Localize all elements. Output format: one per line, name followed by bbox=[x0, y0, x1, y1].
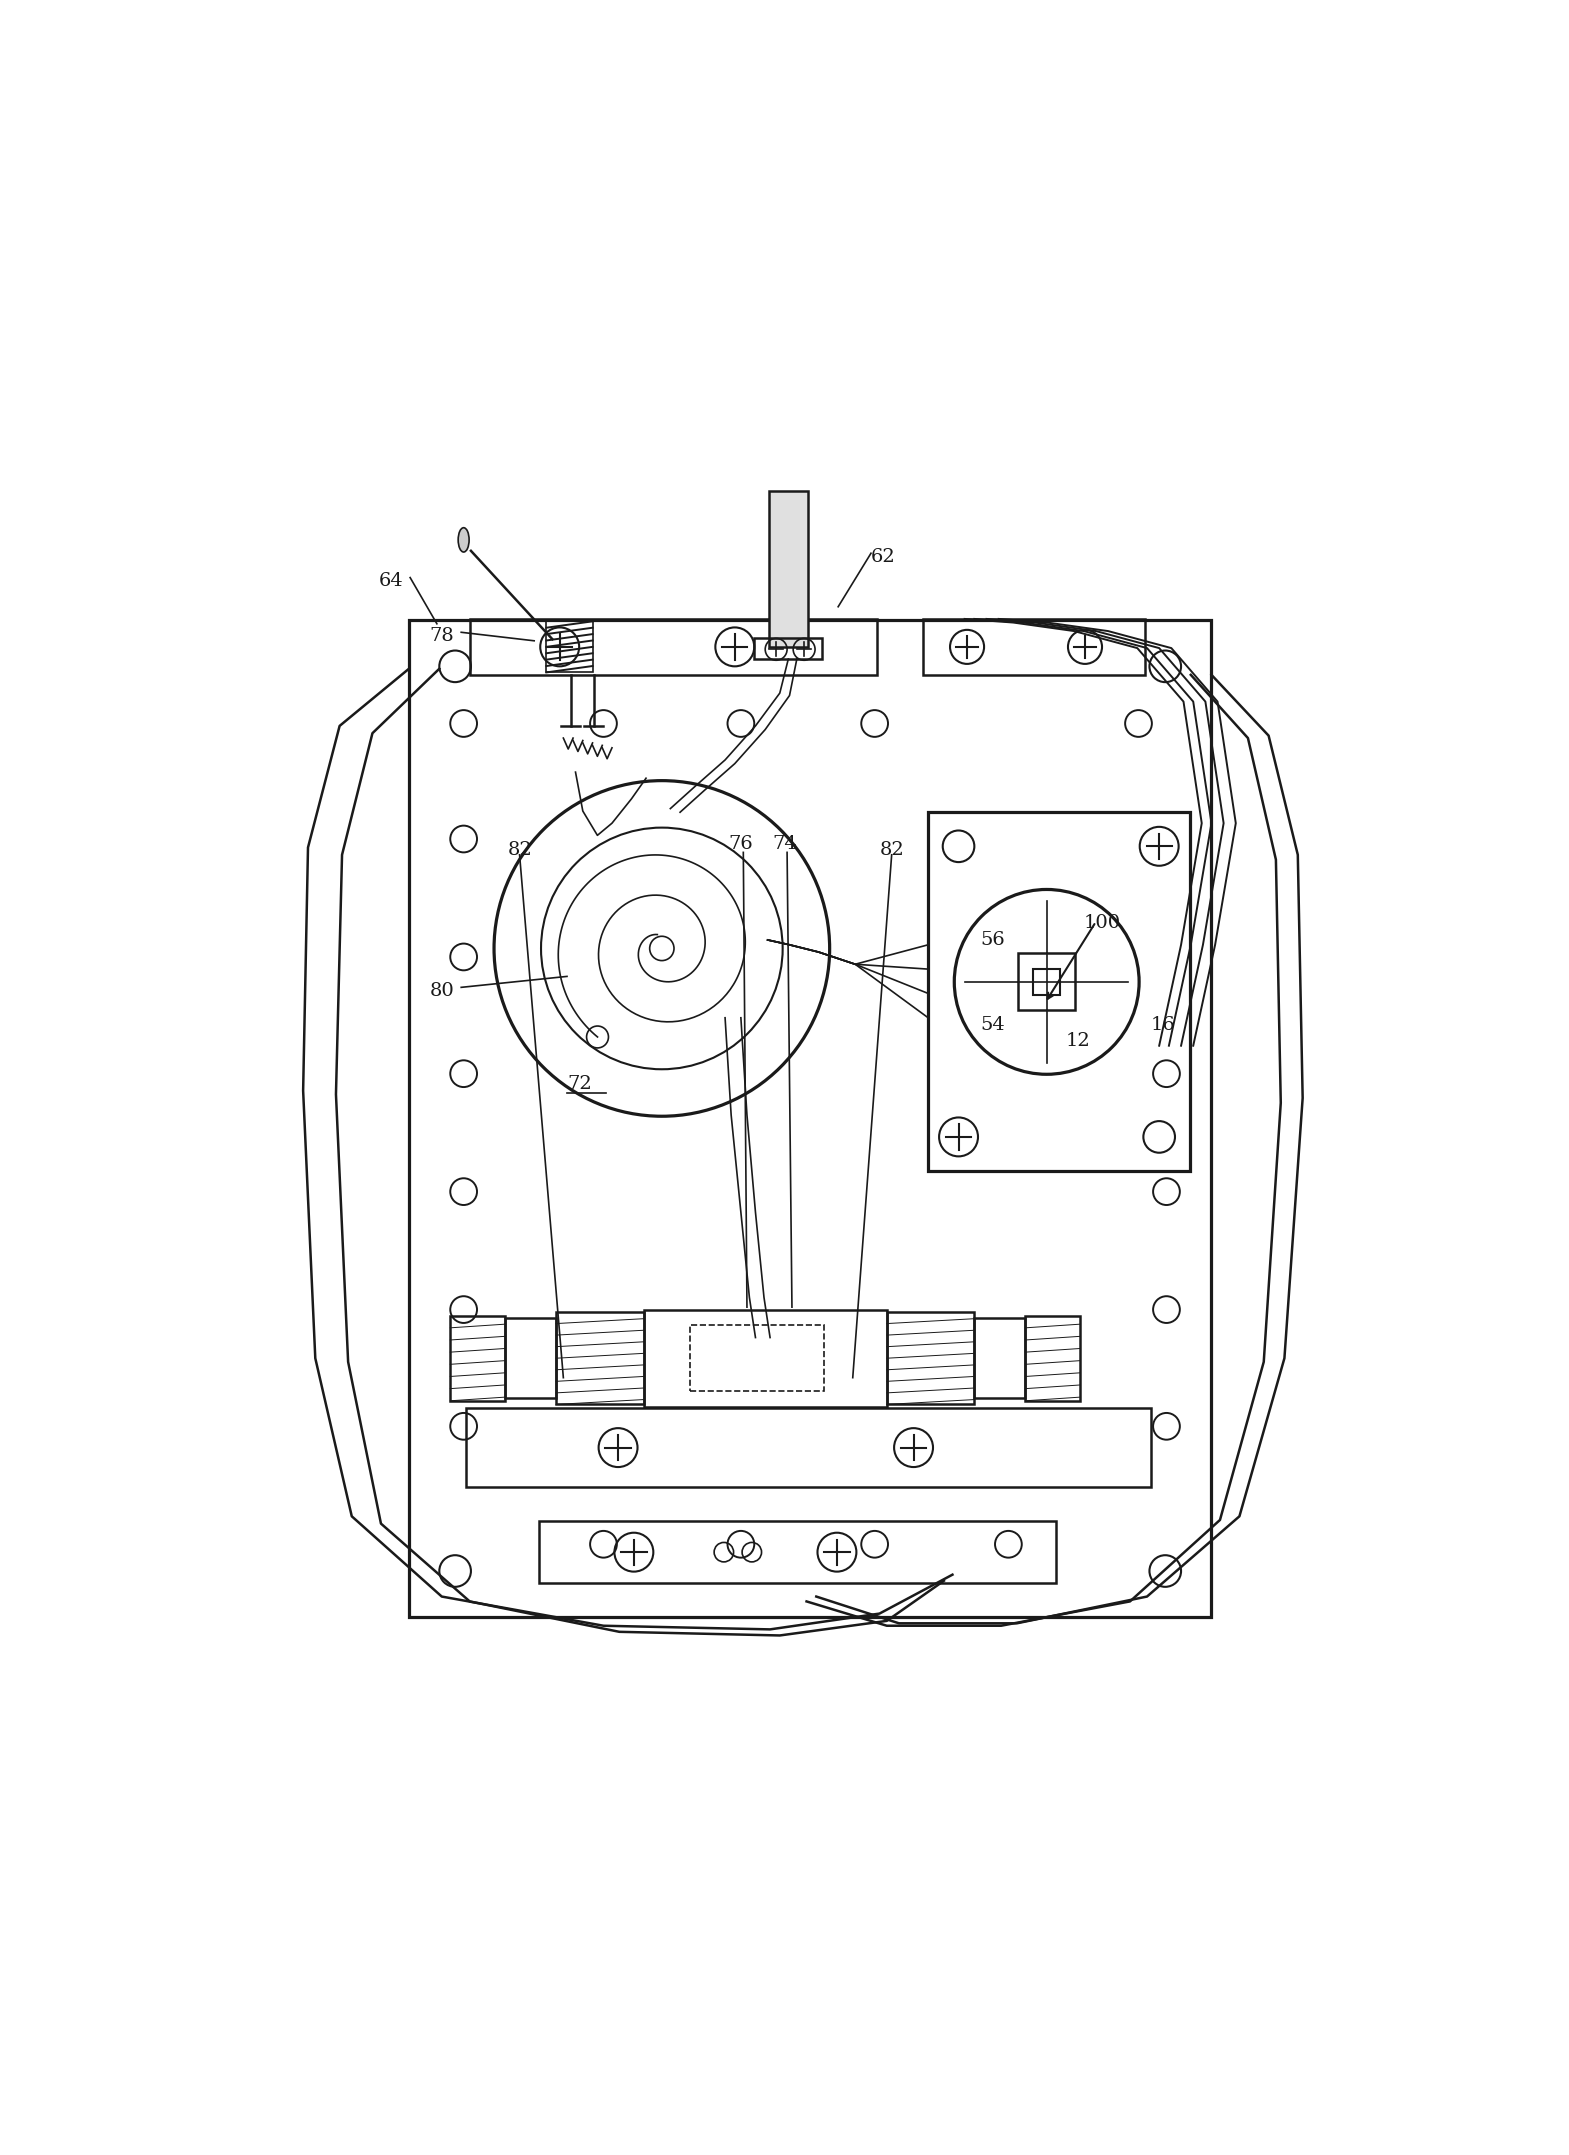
Bar bbox=[974, 1319, 1026, 1399]
Bar bbox=[410, 621, 1211, 1616]
Text: 64: 64 bbox=[378, 571, 403, 590]
Bar bbox=[505, 1319, 555, 1399]
Bar bbox=[755, 638, 822, 659]
Bar bbox=[546, 621, 593, 672]
Bar bbox=[466, 1407, 1150, 1487]
Text: 54: 54 bbox=[981, 1015, 1006, 1034]
Text: 12: 12 bbox=[1065, 1032, 1090, 1049]
Bar bbox=[929, 812, 1189, 1170]
Text: 76: 76 bbox=[728, 834, 753, 853]
Text: 100: 100 bbox=[1084, 914, 1120, 931]
Text: 80: 80 bbox=[430, 983, 455, 1000]
Text: 72: 72 bbox=[566, 1075, 592, 1093]
Text: 74: 74 bbox=[772, 834, 797, 853]
Bar bbox=[690, 1325, 824, 1392]
Bar bbox=[1026, 1317, 1079, 1401]
Bar bbox=[469, 618, 877, 675]
Bar bbox=[450, 1317, 505, 1401]
Text: 56: 56 bbox=[981, 931, 1006, 948]
Bar bbox=[643, 1310, 886, 1407]
Text: 82: 82 bbox=[880, 840, 904, 860]
Text: 78: 78 bbox=[430, 627, 455, 644]
Bar bbox=[540, 1521, 1056, 1584]
Bar bbox=[555, 1312, 643, 1405]
Bar bbox=[1034, 968, 1061, 996]
Ellipse shape bbox=[458, 528, 469, 552]
Bar bbox=[886, 1312, 974, 1405]
Bar bbox=[923, 618, 1145, 675]
Text: 16: 16 bbox=[1150, 1015, 1175, 1034]
Bar bbox=[769, 491, 808, 646]
Bar bbox=[1018, 953, 1075, 1011]
Text: 62: 62 bbox=[871, 547, 896, 567]
Text: 82: 82 bbox=[507, 840, 532, 860]
